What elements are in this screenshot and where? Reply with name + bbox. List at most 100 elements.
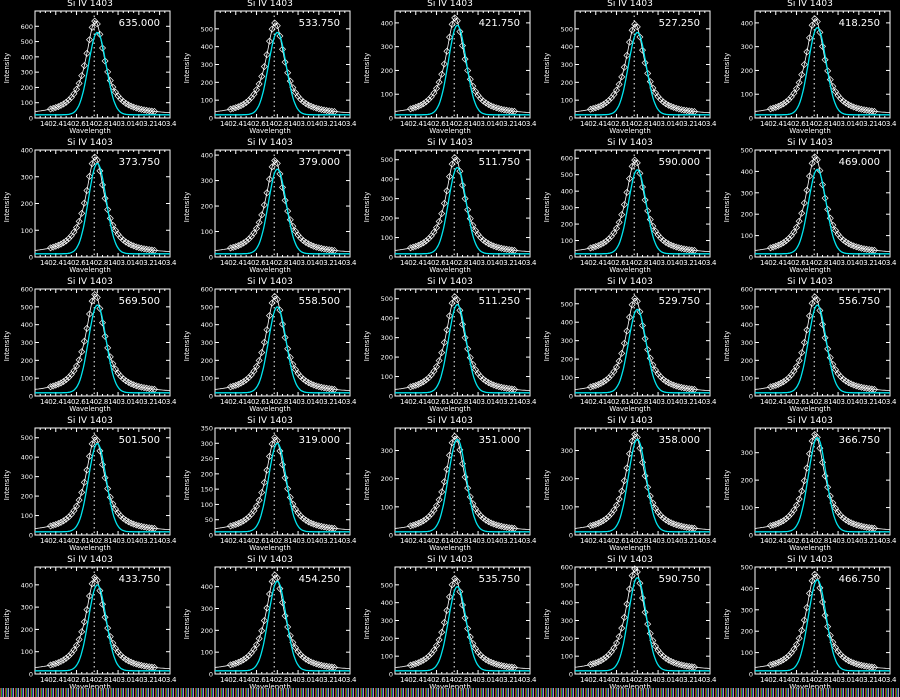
svg-text:200: 200 (201, 470, 213, 478)
svg-text:0: 0 (209, 115, 213, 123)
svg-text:500: 500 (741, 147, 753, 155)
plot-area: 0 100 200 300 400 500 600 (201, 286, 351, 401)
y-axis-label: Intensity (363, 469, 372, 501)
svg-text:500: 500 (201, 25, 213, 33)
svg-text:250: 250 (201, 455, 213, 463)
peak-value-label: 418.250 (838, 18, 880, 29)
peak-value-label: 319.000 (298, 435, 340, 446)
spectrum-panel: 0 100 200 300 400 500 Si IV 1403 529.750 Intensi… (540, 277, 720, 417)
x-tick-labels: 1402.41402.61402.81403.01403.21403.4 (400, 120, 537, 128)
panel-title: Si IV 1403 (787, 416, 833, 426)
svg-text:0: 0 (29, 115, 33, 123)
svg-text:0: 0 (209, 532, 213, 540)
svg-text:200: 200 (381, 475, 393, 483)
x-tick-labels: 1402.41402.61402.81403.01403.21403.4 (580, 398, 717, 406)
plot-area: 0 100 200 300 400 (21, 566, 171, 679)
x-tick-labels: 1402.41402.61402.81403.01403.21403.4 (400, 259, 537, 267)
peak-value-label: 527.250 (658, 18, 700, 29)
x-tick-labels: 1402.41402.61402.81403.01403.21403.4 (580, 676, 717, 684)
svg-text:200: 200 (741, 477, 753, 485)
x-axis-label: Wavelength (789, 266, 831, 274)
plot-area: 0 50 100 150 200 250 300 350 (201, 425, 351, 540)
peak-value-label: 511.750 (478, 157, 520, 168)
svg-text:200: 200 (741, 628, 753, 636)
y-axis-label: Intensity (3, 52, 12, 84)
svg-text:400: 400 (741, 168, 753, 176)
spectrum-panel: 0 100 200 300 400 500 Si IV 1403 533.750 Intensi… (180, 0, 360, 139)
x-tick-labels: 1402.41402.61402.81403.01403.21403.4 (220, 259, 357, 267)
svg-text:100: 100 (201, 97, 213, 105)
svg-text:100: 100 (21, 375, 33, 383)
x-axis-label: Wavelength (609, 127, 651, 135)
svg-text:400: 400 (741, 19, 753, 27)
peak-value-label: 421.750 (478, 18, 520, 29)
svg-text:0: 0 (389, 254, 393, 262)
panel-title: Si IV 1403 (67, 138, 113, 148)
svg-text:0: 0 (29, 254, 33, 262)
peak-value-label: 379.000 (298, 157, 340, 168)
peak-value-label: 433.750 (118, 574, 160, 585)
y-axis-label: Intensity (543, 52, 552, 84)
plot-area: 0 100 200 300 400 500 (381, 566, 531, 679)
plot-area: 0 100 200 300 (561, 427, 711, 540)
svg-text:100: 100 (381, 91, 393, 99)
svg-text:0: 0 (389, 532, 393, 540)
y-axis-label: Intensity (543, 330, 552, 362)
svg-text:200: 200 (561, 79, 573, 87)
plot-area: 0 100 200 300 400 500 600 (561, 564, 711, 679)
x-tick-labels: 1402.41402.61402.81403.01403.21403.4 (580, 120, 717, 128)
x-tick-labels: 1402.41402.61402.81403.01403.21403.4 (220, 120, 357, 128)
svg-text:50: 50 (205, 516, 213, 524)
svg-text:100: 100 (381, 234, 393, 242)
svg-text:300: 300 (741, 606, 753, 614)
spectrum-panel: 0 100 200 300 400 500 Si IV 1403 466.750 Intensi… (720, 555, 900, 695)
plot-area: 0 100 200 300 400 500 (201, 10, 351, 123)
svg-text:400: 400 (561, 188, 573, 196)
x-axis-label: Wavelength (789, 544, 831, 552)
svg-text:0: 0 (749, 393, 753, 401)
panel-title: Si IV 1403 (247, 0, 293, 9)
svg-text:100: 100 (201, 228, 213, 236)
svg-text:300: 300 (381, 334, 393, 342)
spectrum-panel: 0 100 200 300 400 500 600 Si IV 1403 556.750 Inte… (720, 277, 900, 417)
svg-text:100: 100 (561, 97, 573, 105)
svg-text:500: 500 (561, 171, 573, 179)
x-tick-labels: 1402.41402.61402.81403.01403.21403.4 (40, 259, 177, 267)
svg-text:0: 0 (389, 115, 393, 123)
svg-text:100: 100 (381, 653, 393, 661)
svg-text:200: 200 (201, 203, 213, 211)
y-axis-label: Intensity (543, 191, 552, 223)
x-tick-labels: 1402.41402.61402.81403.01403.21403.4 (760, 120, 897, 128)
svg-text:200: 200 (561, 221, 573, 229)
panel-title: Si IV 1403 (607, 0, 653, 9)
plot-area: 0 100 200 300 400 500 (561, 10, 711, 123)
y-axis-label: Intensity (183, 608, 192, 640)
x-axis-label: Wavelength (609, 544, 651, 552)
x-axis-label: Wavelength (69, 683, 111, 691)
svg-text:600: 600 (741, 286, 753, 294)
plot-area: 0 100 200 300 400 500 600 (21, 286, 171, 401)
svg-text:100: 100 (201, 375, 213, 383)
svg-text:100: 100 (21, 99, 33, 107)
y-axis-label: Intensity (183, 191, 192, 223)
y-axis-label: Intensity (723, 469, 732, 501)
svg-text:100: 100 (201, 649, 213, 657)
svg-text:400: 400 (201, 43, 213, 51)
svg-text:0: 0 (569, 115, 573, 123)
svg-text:500: 500 (381, 295, 393, 303)
svg-text:400: 400 (741, 585, 753, 593)
x-axis-label: Wavelength (249, 405, 291, 413)
svg-text:200: 200 (21, 357, 33, 365)
svg-text:100: 100 (381, 373, 393, 381)
svg-text:400: 400 (201, 321, 213, 329)
svg-text:0: 0 (29, 393, 33, 401)
panel-title: Si IV 1403 (607, 555, 653, 565)
peak-value-label: 569.500 (118, 296, 160, 307)
svg-text:150: 150 (201, 486, 213, 494)
x-tick-labels: 1402.41402.61402.81403.01403.21403.4 (760, 537, 897, 545)
spectrum-panel: 0 100 200 300 400 500 Si IV 1403 469.000 Intensi… (720, 138, 900, 278)
panel-title: Si IV 1403 (67, 555, 113, 565)
svg-text:200: 200 (561, 635, 573, 643)
svg-text:300: 300 (381, 195, 393, 203)
svg-text:300: 300 (201, 339, 213, 347)
